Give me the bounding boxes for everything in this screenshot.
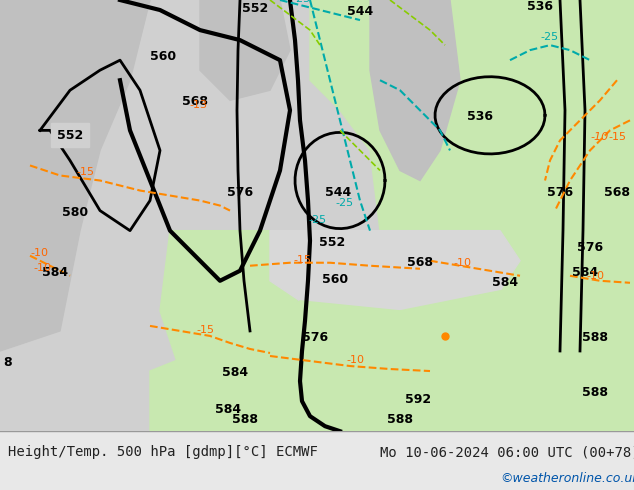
- Text: 576: 576: [577, 241, 603, 254]
- Text: 568: 568: [182, 95, 208, 108]
- Text: 552: 552: [242, 2, 268, 15]
- Text: -15: -15: [608, 132, 626, 143]
- Text: 576: 576: [302, 331, 328, 344]
- Text: 544: 544: [325, 186, 351, 198]
- Polygon shape: [270, 231, 520, 311]
- Text: -25: -25: [309, 215, 327, 224]
- Text: 576: 576: [227, 186, 253, 198]
- Text: Mo 10-06-2024 06:00 UTC (00+78): Mo 10-06-2024 06:00 UTC (00+78): [380, 445, 634, 459]
- Text: 588: 588: [387, 413, 413, 426]
- Text: 584: 584: [42, 266, 68, 279]
- Text: 584: 584: [572, 266, 598, 279]
- Text: 552: 552: [57, 129, 83, 142]
- Text: 560: 560: [322, 273, 348, 286]
- Text: -10: -10: [591, 132, 609, 143]
- Text: 584: 584: [492, 276, 518, 289]
- Text: 536: 536: [467, 110, 493, 123]
- Text: 580: 580: [62, 206, 88, 219]
- Text: Height/Temp. 500 hPa [gdmp][°C] ECMWF: Height/Temp. 500 hPa [gdmp][°C] ECMWF: [8, 445, 318, 459]
- Text: 8: 8: [4, 356, 12, 369]
- Text: -10: -10: [346, 355, 364, 365]
- Text: -10: -10: [453, 258, 471, 268]
- Polygon shape: [200, 0, 290, 100]
- Text: 536: 536: [527, 0, 553, 13]
- Text: 560: 560: [150, 50, 176, 63]
- Text: 584: 584: [222, 366, 248, 379]
- Text: 588: 588: [232, 413, 258, 426]
- Text: -10: -10: [33, 263, 51, 273]
- Text: 544: 544: [347, 5, 373, 18]
- Text: 592: 592: [405, 393, 431, 406]
- Polygon shape: [370, 0, 460, 180]
- Text: 588: 588: [582, 331, 608, 344]
- Text: -10: -10: [30, 248, 48, 258]
- Text: 584: 584: [215, 403, 241, 416]
- Text: 588: 588: [582, 386, 608, 399]
- Text: -10: -10: [586, 271, 604, 281]
- Text: -15: -15: [293, 255, 311, 265]
- Polygon shape: [0, 0, 150, 351]
- Polygon shape: [150, 291, 634, 431]
- Text: ©weatheronline.co.uk: ©weatheronline.co.uk: [500, 471, 634, 485]
- Polygon shape: [160, 231, 300, 391]
- Text: -13: -13: [189, 100, 207, 110]
- Text: -25: -25: [293, 0, 311, 4]
- Text: 568: 568: [604, 186, 630, 198]
- Text: -15: -15: [76, 168, 94, 177]
- Text: -15: -15: [196, 325, 214, 335]
- Text: -25: -25: [336, 197, 354, 208]
- Polygon shape: [450, 0, 634, 150]
- Text: 568: 568: [407, 256, 433, 269]
- Polygon shape: [310, 0, 634, 431]
- Text: 552: 552: [319, 236, 345, 249]
- Text: 576: 576: [547, 186, 573, 198]
- Text: -25: -25: [541, 32, 559, 42]
